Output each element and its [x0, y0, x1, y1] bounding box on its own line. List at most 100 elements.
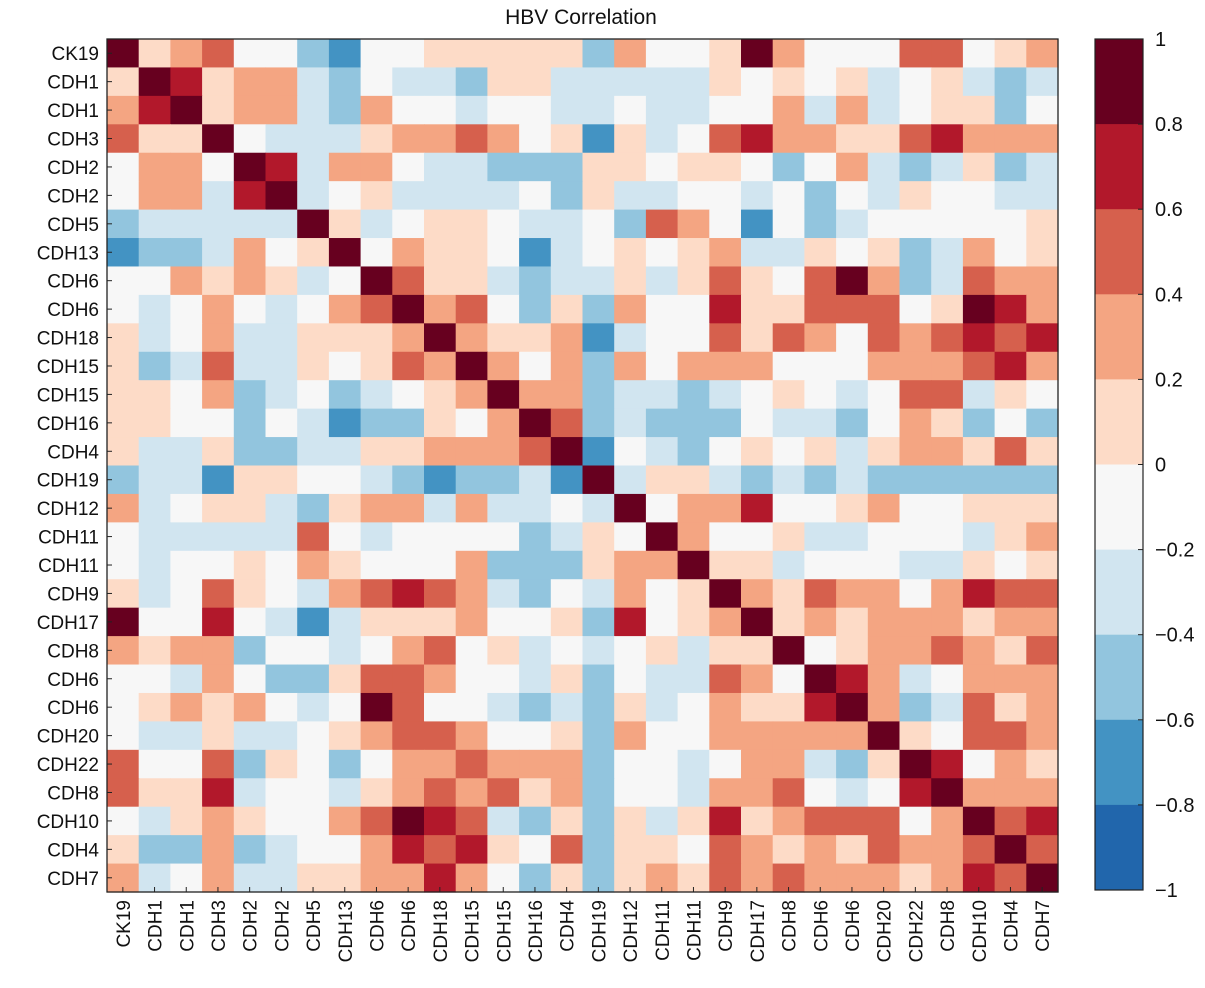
heatmap-cell [550, 437, 584, 467]
heatmap-cell [582, 323, 615, 353]
heatmap-cell [614, 408, 647, 438]
heatmap-cell [677, 294, 710, 324]
heatmap-cell [424, 266, 457, 296]
heatmap-cell [170, 636, 203, 666]
heatmap-cell [804, 778, 837, 808]
heatmap-cell [931, 579, 964, 609]
heatmap-cell [360, 835, 393, 865]
heatmap-cell [994, 437, 1027, 467]
x-tick-label: CDH22 [906, 900, 927, 962]
colorbar-bin [1095, 549, 1143, 636]
heatmap-cell [487, 266, 520, 296]
heatmap-cell [519, 579, 552, 609]
heatmap-cell [899, 749, 932, 779]
heatmap-cell [170, 294, 203, 324]
x-tick-label: CDH8 [938, 900, 959, 952]
heatmap-cell [550, 692, 584, 722]
y-tick-label: CDH6 [47, 670, 99, 691]
heatmap-cell [836, 294, 869, 324]
heatmap-cell [424, 806, 457, 836]
heatmap-cell [392, 408, 425, 438]
heatmap-cell [392, 152, 425, 182]
heatmap-cell [170, 351, 203, 381]
heatmap-cell [709, 437, 742, 467]
heatmap-cell [550, 152, 584, 182]
heatmap-cell [360, 209, 393, 239]
heatmap-cell [202, 664, 235, 694]
heatmap-cell [899, 437, 932, 467]
heatmap-cell [899, 181, 932, 211]
heatmap-cell [741, 67, 774, 97]
heatmap-cell [487, 323, 520, 353]
heatmap-cell [1026, 835, 1059, 865]
heatmap-cell [867, 749, 901, 779]
heatmap-cell [455, 238, 488, 268]
heatmap-cell [899, 323, 932, 353]
heatmap-cell [614, 351, 647, 381]
heatmap-cell [709, 465, 742, 495]
heatmap-cell [1026, 806, 1059, 836]
heatmap-cell [233, 238, 267, 268]
heatmap-cell [741, 522, 774, 552]
heatmap-cell [931, 209, 964, 239]
heatmap-cell [1026, 749, 1059, 779]
heatmap-cell [424, 778, 457, 808]
heatmap-cell [297, 636, 330, 666]
heatmap-cell [867, 522, 901, 552]
x-tick-label: CDH10 [970, 900, 991, 962]
heatmap-cell [741, 607, 774, 637]
heatmap-cell [138, 181, 171, 211]
heatmap-cell [170, 465, 203, 495]
heatmap-cell [1026, 408, 1059, 438]
heatmap-cell [138, 152, 171, 182]
heatmap-cell [424, 238, 457, 268]
heatmap-cell [709, 266, 742, 296]
heatmap-cell [392, 692, 425, 722]
heatmap-cell [392, 67, 425, 97]
heatmap-cell [582, 607, 615, 637]
heatmap-cell [233, 152, 267, 182]
heatmap-cell [994, 266, 1027, 296]
heatmap-cell [804, 67, 837, 97]
colorbar-tick-label: 0.4 [1155, 284, 1183, 306]
heatmap-cell [994, 39, 1027, 69]
heatmap-cell [804, 152, 837, 182]
heatmap-cell [709, 124, 742, 154]
heatmap-cell [1026, 67, 1059, 97]
heatmap-cell [677, 550, 710, 580]
heatmap-cell [424, 636, 457, 666]
heatmap-cell [677, 124, 710, 154]
heatmap-cell [550, 721, 584, 751]
heatmap-cell [994, 806, 1027, 836]
heatmap-cell [424, 67, 457, 97]
heatmap-cell [677, 380, 710, 410]
heatmap-cell [424, 380, 457, 410]
heatmap-cell [614, 692, 647, 722]
heatmap-cell [741, 39, 774, 69]
heatmap-cell [519, 636, 552, 666]
heatmap-cell [709, 636, 742, 666]
heatmap-cell [550, 550, 584, 580]
heatmap-cell [138, 493, 171, 523]
heatmap-cell [899, 607, 932, 637]
heatmap-cell [455, 181, 488, 211]
heatmap-cell [170, 266, 203, 296]
heatmap-cell [1026, 238, 1059, 268]
heatmap-cell [836, 437, 869, 467]
y-tick-label: CDH16 [37, 414, 99, 435]
heatmap-cell [202, 124, 235, 154]
heatmap-cell [202, 465, 235, 495]
heatmap-cell [931, 351, 964, 381]
heatmap-cell [931, 550, 964, 580]
heatmap-cell [519, 550, 552, 580]
x-tick-label: CDH19 [589, 900, 610, 962]
heatmap-cell [170, 721, 203, 751]
heatmap-cell [962, 692, 996, 722]
x-tick-label: CDH11 [684, 900, 705, 961]
heatmap-cell [836, 351, 869, 381]
heatmap-cell [772, 835, 805, 865]
heatmap-cell [931, 721, 964, 751]
heatmap-cell [677, 181, 710, 211]
heatmap-cell [138, 721, 171, 751]
heatmap-cell [772, 607, 805, 637]
